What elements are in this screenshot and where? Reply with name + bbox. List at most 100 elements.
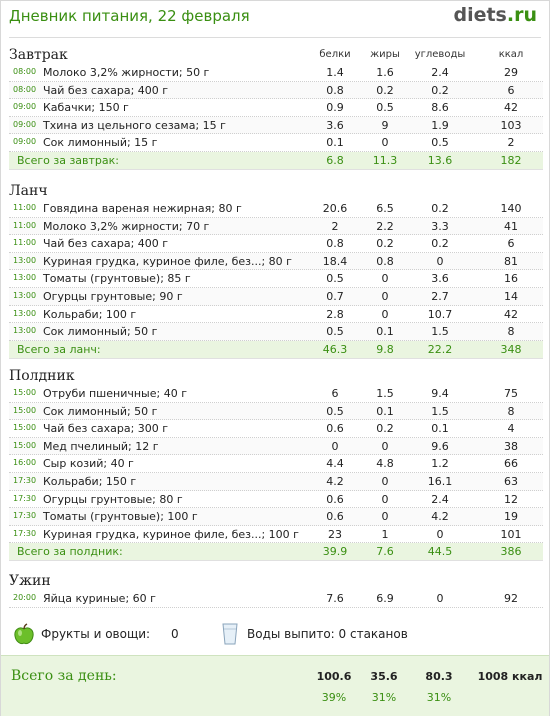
day-protein-pct: 39% <box>321 691 347 704</box>
food-time: 09:00 <box>13 102 37 112</box>
meal-total-c: 22.2 <box>427 342 453 356</box>
food-row: 15:00 Отруби пшеничные; 40 г 6 1.5 9.4 75 <box>9 385 543 403</box>
food-row: 16:00 Сыр козий; 40 г 4.4 4.8 1.2 66 <box>9 455 543 473</box>
day-carbs-pct: 31% <box>426 691 452 704</box>
food-time: 08:00 <box>13 84 37 94</box>
food-k: 140 <box>500 202 522 215</box>
meal-title: Полдник <box>9 368 75 384</box>
food-row: 17:30 Куриная грудка, куриное филе, без..… <box>9 526 543 544</box>
meal-total-row: Всего за ланч: 46.3 9.8 22.2 348 <box>9 340 543 359</box>
food-k: 14 <box>504 289 518 303</box>
food-k: 2 <box>507 136 515 150</box>
food-p: 6 <box>331 387 339 400</box>
food-f: 1 <box>381 527 389 541</box>
meal-total-p: 39.9 <box>322 545 348 559</box>
food-p: 2 <box>331 219 339 233</box>
food-p: 0.8 <box>326 83 344 97</box>
food-time: 17:30 <box>13 528 37 538</box>
food-f: 1.6 <box>376 66 394 79</box>
food-time: 20:00 <box>13 593 37 602</box>
food-row: 17:30 Томаты (грунтовые); 100 г 0.6 0 4.2 19 <box>9 508 543 526</box>
meal-section: Завтрак белки жиры углеводы ккал 08:00 Молоко … <box>9 45 543 170</box>
column-header-carbs: углеводы <box>414 49 466 60</box>
food-p: 0.7 <box>326 289 344 303</box>
food-name: Кольраби; 150 г <box>43 474 137 488</box>
food-p: 0.5 <box>326 325 344 339</box>
food-name: Томаты (грунтовые); 100 г <box>43 510 198 524</box>
food-c: 2.4 <box>431 66 449 79</box>
food-name: Сок лимонный; 15 г <box>43 136 158 150</box>
meal-total-label: Всего за ланч: <box>17 342 101 356</box>
fruits-label: Фрукты и овощи: <box>41 627 151 641</box>
food-row: 09:00 Кабачки; 150 г 0.9 0.5 8.6 42 <box>9 99 543 117</box>
food-name: Кольраби; 100 г <box>43 307 137 321</box>
food-f: 6.5 <box>376 202 394 215</box>
food-name: Мед пчелиный; 12 г <box>43 439 159 453</box>
food-time: 09:00 <box>13 137 37 147</box>
food-name: Кабачки; 150 г <box>43 101 129 115</box>
food-k: 101 <box>500 527 522 541</box>
food-p: 0 <box>331 439 339 453</box>
food-f: 0.2 <box>376 422 394 436</box>
food-row: 08:00 Чай без сахара; 400 г 0.8 0.2 0.2 6 <box>9 81 543 100</box>
food-row: 20:00 Яйца куриные; 60 г 7.6 6.9 0 92 <box>9 590 543 608</box>
page-title: Дневник питания, 22 февраля <box>9 7 250 25</box>
food-k: 6 <box>507 237 515 251</box>
food-name: Тхина из цельного сезама; 15 г <box>43 118 226 132</box>
food-p: 20.6 <box>322 202 348 215</box>
food-p: 0.6 <box>326 510 344 524</box>
day-carbs: 80.3 <box>425 670 453 683</box>
food-k: 81 <box>504 254 518 268</box>
food-c: 2.7 <box>431 289 449 303</box>
food-p: 1.4 <box>326 66 344 79</box>
food-time: 17:30 <box>13 493 37 503</box>
food-time: 15:00 <box>13 440 37 450</box>
food-name: Огурцы грунтовые; 80 г <box>43 492 183 506</box>
fruits-value: 0 <box>171 627 179 641</box>
food-p: 0.5 <box>326 272 344 286</box>
site-logo[interactable]: diets.ru <box>453 4 537 26</box>
meal-section: Полдник 15:00 Отруби пшеничные; 40 г 6 1.5 9.… <box>9 366 543 562</box>
food-c: 4.2 <box>431 510 449 524</box>
meal-total-k: 386 <box>500 545 522 559</box>
meal-rows: 20:00 Яйца куриные; 60 г 7.6 6.9 0 92 <box>9 590 543 608</box>
food-p: 23 <box>328 527 342 541</box>
food-f: 0 <box>381 272 389 286</box>
food-c: 3.3 <box>431 219 449 233</box>
food-name: Чай без сахара; 300 г <box>43 422 169 436</box>
food-row: 13:00 Куриная грудка, куриное филе, без..… <box>9 252 543 271</box>
meal-section: Ужин 20:00 Яйца куриные; 60 г 7.6 6.9 0 92 <box>9 571 543 608</box>
food-row: 15:00 Чай без сахара; 300 г 0.6 0.2 0.1 4 <box>9 420 543 438</box>
food-row: 08:00 Молоко 3,2% жирности; 50 г 1.4 1.6 2.4… <box>9 64 543 82</box>
food-row: 09:00 Тхина из цельного сезама; 15 г 3.6 9 1… <box>9 116 543 135</box>
food-f: 0 <box>381 492 389 506</box>
food-time: 17:30 <box>13 511 37 521</box>
food-k: 16 <box>504 272 518 286</box>
food-name: Чай без сахара; 400 г <box>43 237 169 251</box>
food-c: 1.2 <box>431 457 449 471</box>
food-f: 0 <box>381 307 389 321</box>
food-k: 8 <box>507 404 515 418</box>
food-time: 11:00 <box>13 220 37 230</box>
food-time: 13:00 <box>13 273 37 283</box>
meal-total-k: 182 <box>500 153 522 167</box>
food-c: 0 <box>436 592 444 605</box>
food-k: 103 <box>500 118 522 132</box>
food-name: Молоко 3,2% жирности; 50 г <box>43 66 210 79</box>
glass-icon <box>222 623 238 645</box>
food-time: 17:30 <box>13 475 37 485</box>
food-time: 13:00 <box>13 290 37 300</box>
food-c: 0.2 <box>431 202 449 215</box>
food-k: 75 <box>504 387 518 400</box>
food-p: 0.5 <box>326 404 344 418</box>
food-c: 0 <box>436 254 444 268</box>
food-k: 19 <box>504 510 518 524</box>
water-text: Воды выпито: 0 стаканов <box>247 627 408 641</box>
meal-total-c: 13.6 <box>427 153 453 167</box>
food-time: 13:00 <box>13 308 37 318</box>
day-fat-pct: 31% <box>371 691 397 704</box>
food-f: 0.2 <box>376 237 394 251</box>
food-f: 0.5 <box>376 101 394 115</box>
column-header-kcal: ккал <box>498 49 524 60</box>
page-header: Дневник питания, 22 февраля diets.ru <box>1 1 550 37</box>
